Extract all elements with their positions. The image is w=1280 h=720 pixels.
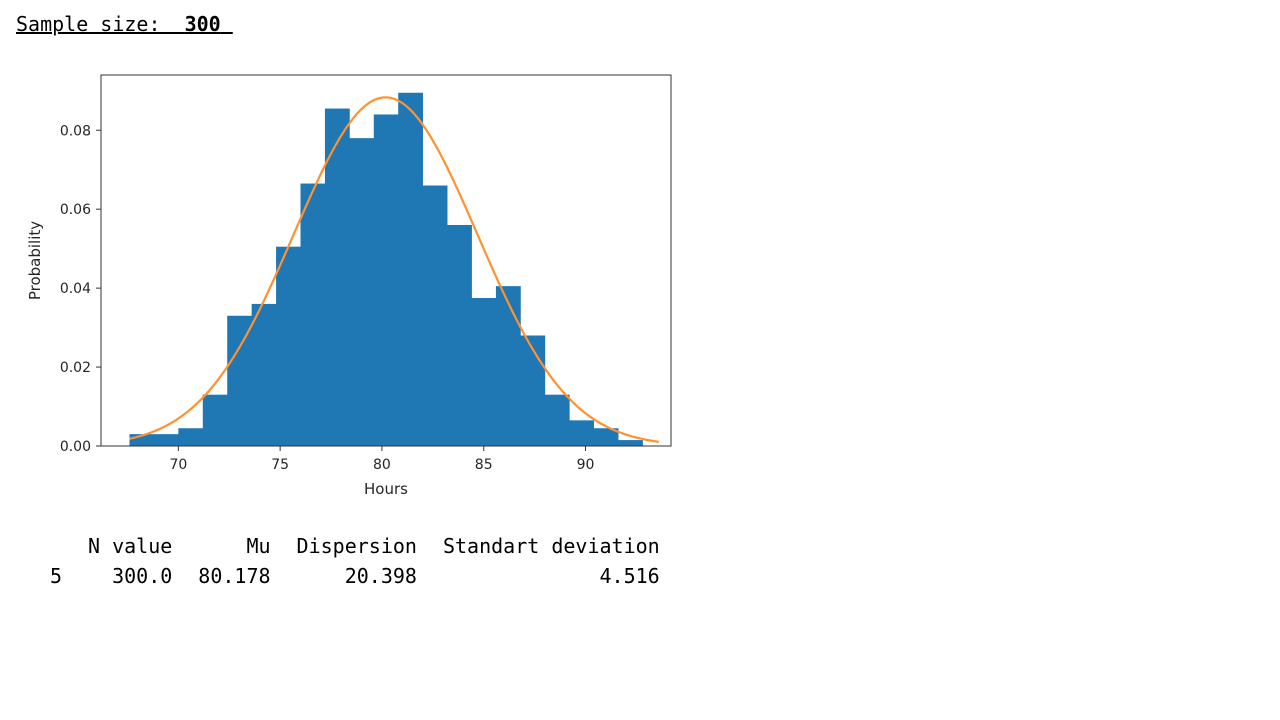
- cell-std-dev: 4.516: [599, 564, 660, 588]
- histogram-bar: [324, 108, 350, 446]
- histogram-bar: [276, 246, 301, 446]
- stats-index-header: [40, 531, 62, 561]
- y-tick-label: 0.00: [60, 439, 91, 455]
- histogram-bar: [227, 315, 253, 446]
- stats-header-mu: Mu: [246, 534, 271, 558]
- histogram-bar: [471, 297, 497, 446]
- stats-header-std-dev: Standart deviation: [442, 534, 660, 558]
- histogram-bar: [153, 434, 179, 446]
- histogram-bar: [129, 434, 155, 446]
- histogram-bar: [373, 114, 399, 447]
- sample-size-value: 300: [184, 12, 221, 36]
- normal-fit-curve: [129, 96, 659, 443]
- histogram-bar: [569, 420, 595, 446]
- x-tick-label: 70: [169, 457, 187, 473]
- x-tick-label: 75: [271, 457, 289, 473]
- cell-mu: 80.178: [198, 564, 271, 588]
- axes-frame: [100, 74, 672, 447]
- histogram-bar: [349, 138, 375, 447]
- y-tick-label: 0.02: [60, 360, 91, 376]
- histogram-bar: [422, 185, 448, 447]
- histogram-bar: [251, 303, 277, 446]
- sample-size-label: Sample size:: [16, 12, 161, 36]
- histogram-bar: [593, 428, 619, 446]
- axis-ticks: 70 75 80 85 90 0.00 0.02 0.04 0.06 0.08: [60, 123, 595, 473]
- histogram-bar: [544, 394, 570, 446]
- histogram-bar: [618, 440, 643, 446]
- stats-header-n-value: N value: [88, 534, 173, 558]
- stats-header-row: N value Mu Dispersion Standart deviation: [40, 531, 660, 561]
- y-axis-label: Probability: [26, 221, 44, 300]
- y-tick-label: 0.06: [60, 202, 91, 218]
- row-index: 5: [49, 564, 62, 588]
- cell-dispersion: 20.398: [344, 564, 417, 588]
- x-axis-label: Hours: [364, 480, 408, 498]
- stats-table: N value Mu Dispersion Standart deviation…: [40, 531, 660, 591]
- histogram-chart: 70 75 80 85 90 0.00 0.02 0.04 0.06 0.08 Hours Pro…: [26, 74, 672, 498]
- x-tick-label: 90: [577, 457, 595, 473]
- histogram-bar: [520, 335, 546, 446]
- y-tick-label: 0.04: [60, 281, 91, 297]
- histogram-bar: [202, 394, 228, 446]
- stats-header-dispersion: Dispersion: [296, 534, 417, 558]
- table-row: 5 300.0 80.178 20.398 4.516: [40, 561, 660, 591]
- x-tick-label: 80: [373, 457, 391, 473]
- histogram-bar: [398, 92, 424, 447]
- sample-size-line: Sample size: 300: [16, 11, 233, 37]
- histogram-bar: [495, 286, 521, 446]
- histogram-bar: [447, 224, 472, 446]
- cell-n-value: 300.0: [112, 564, 173, 588]
- histogram-bar: [300, 183, 326, 446]
- y-tick-label: 0.08: [60, 123, 91, 139]
- histogram-bar: [178, 428, 204, 446]
- x-tick-label: 85: [475, 457, 493, 473]
- histogram-bars: [129, 92, 643, 447]
